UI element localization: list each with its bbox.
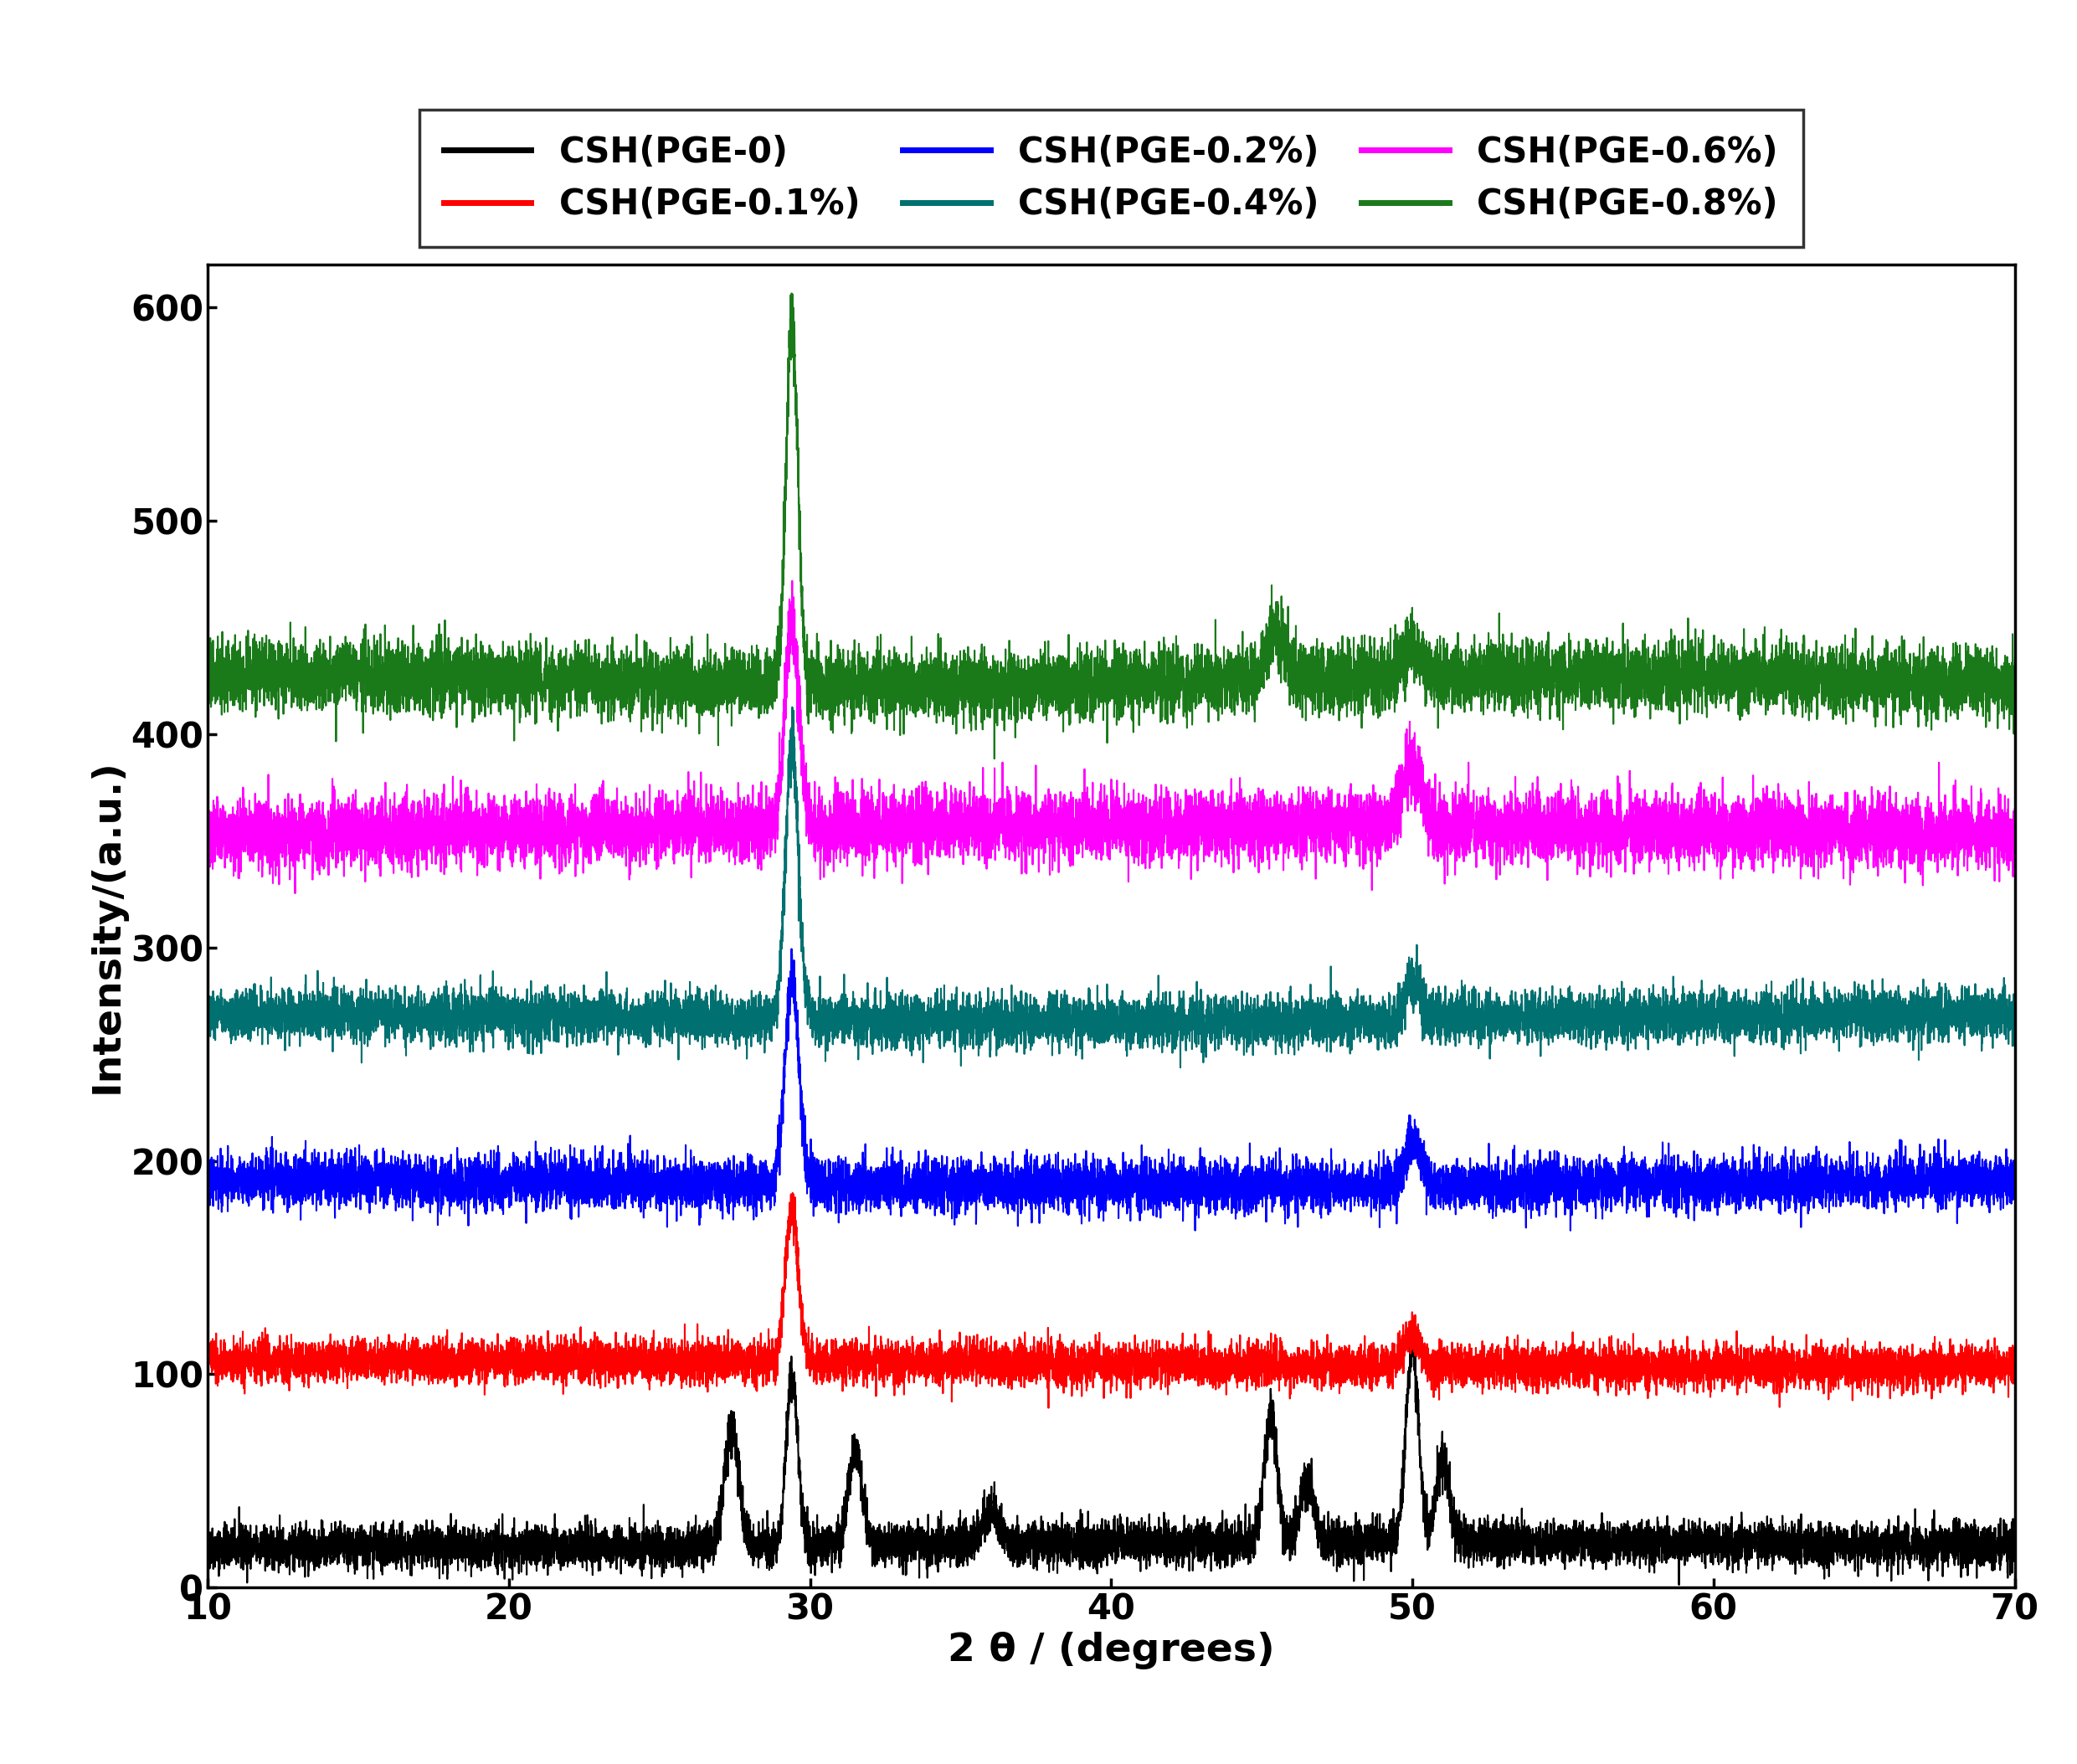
CSH(PGE-0.4%)	[195, 1002, 220, 1023]
CSH(PGE-0.4%)	[2002, 1007, 2027, 1028]
X-axis label: 2 θ / (degrees): 2 θ / (degrees)	[947, 1632, 1275, 1669]
CSH(PGE-0.8%)	[291, 660, 316, 681]
CSH(PGE-0.4%)	[1167, 1057, 1192, 1078]
CSH(PGE-0.2%)	[779, 938, 804, 960]
CSH(PGE-0.2%)	[291, 1191, 316, 1212]
CSH(PGE-0.1%)	[1147, 1341, 1171, 1362]
CSH(PGE-0.1%)	[781, 1182, 806, 1203]
CSH(PGE-0.4%)	[779, 697, 804, 718]
CSH(PGE-0.2%)	[1147, 1194, 1171, 1215]
CSH(PGE-0.2%)	[2002, 1154, 2027, 1175]
Line: CSH(PGE-0.8%): CSH(PGE-0.8%)	[208, 293, 2015, 759]
CSH(PGE-0.8%)	[463, 663, 488, 684]
CSH(PGE-0)	[1294, 1476, 1319, 1498]
CSH(PGE-0.8%)	[663, 676, 687, 697]
CSH(PGE-0.8%)	[1294, 670, 1319, 691]
CSH(PGE-0.1%)	[663, 1342, 687, 1364]
CSH(PGE-0.1%)	[291, 1357, 316, 1378]
CSH(PGE-0.8%)	[779, 282, 804, 303]
CSH(PGE-0.2%)	[663, 1168, 687, 1189]
CSH(PGE-0.6%)	[1294, 850, 1319, 871]
CSH(PGE-0.6%)	[1147, 847, 1171, 868]
CSH(PGE-0.4%)	[1294, 998, 1319, 1020]
CSH(PGE-0)	[1402, 1312, 1427, 1334]
CSH(PGE-0.6%)	[291, 822, 316, 843]
CSH(PGE-0.1%)	[2002, 1346, 2027, 1367]
CSH(PGE-0.4%)	[663, 984, 687, 1005]
CSH(PGE-0.1%)	[1122, 1351, 1147, 1372]
CSH(PGE-0.6%)	[1122, 794, 1147, 815]
CSH(PGE-0.1%)	[1294, 1351, 1319, 1372]
CSH(PGE-0)	[663, 1544, 687, 1565]
CSH(PGE-0)	[463, 1552, 488, 1573]
CSH(PGE-0.2%)	[463, 1178, 488, 1200]
CSH(PGE-0.8%)	[982, 748, 1007, 769]
CSH(PGE-0)	[291, 1521, 316, 1542]
CSH(PGE-0.4%)	[1147, 995, 1171, 1016]
Y-axis label: Intensity/(a.u.): Intensity/(a.u.)	[89, 759, 127, 1094]
CSH(PGE-0.2%)	[1558, 1221, 1583, 1242]
CSH(PGE-0)	[1147, 1521, 1171, 1542]
CSH(PGE-0.4%)	[463, 1030, 488, 1051]
CSH(PGE-0.6%)	[282, 882, 307, 903]
CSH(PGE-0.6%)	[463, 797, 488, 818]
CSH(PGE-0.6%)	[779, 570, 804, 591]
Line: CSH(PGE-0.2%): CSH(PGE-0.2%)	[208, 949, 2015, 1231]
CSH(PGE-0.6%)	[663, 817, 687, 838]
Line: CSH(PGE-0.6%): CSH(PGE-0.6%)	[208, 580, 2015, 893]
CSH(PGE-0.1%)	[195, 1351, 220, 1372]
CSH(PGE-0.2%)	[195, 1162, 220, 1184]
Line: CSH(PGE-0): CSH(PGE-0)	[208, 1323, 2015, 1584]
CSH(PGE-0.4%)	[291, 997, 316, 1018]
CSH(PGE-0.2%)	[1294, 1189, 1319, 1210]
CSH(PGE-0.2%)	[1120, 1173, 1144, 1194]
CSH(PGE-0)	[2002, 1545, 2027, 1566]
Legend: CSH(PGE-0), CSH(PGE-0.1%), CSH(PGE-0.2%), CSH(PGE-0.4%), CSH(PGE-0.6%), CSH(PGE-: CSH(PGE-0), CSH(PGE-0.1%), CSH(PGE-0.2%)…	[420, 109, 1803, 247]
CSH(PGE-0.4%)	[1120, 1018, 1144, 1039]
CSH(PGE-0.6%)	[2002, 799, 2027, 820]
CSH(PGE-0.6%)	[195, 827, 220, 848]
CSH(PGE-0)	[1666, 1573, 1691, 1595]
CSH(PGE-0.1%)	[1036, 1397, 1061, 1418]
CSH(PGE-0.8%)	[1147, 658, 1171, 679]
CSH(PGE-0)	[195, 1533, 220, 1554]
CSH(PGE-0.1%)	[463, 1357, 488, 1378]
CSH(PGE-0.8%)	[1122, 691, 1147, 713]
CSH(PGE-0.8%)	[2002, 713, 2027, 734]
Line: CSH(PGE-0.4%): CSH(PGE-0.4%)	[208, 707, 2015, 1067]
CSH(PGE-0.8%)	[195, 651, 220, 672]
CSH(PGE-0)	[1120, 1524, 1144, 1545]
Line: CSH(PGE-0.1%): CSH(PGE-0.1%)	[208, 1192, 2015, 1408]
